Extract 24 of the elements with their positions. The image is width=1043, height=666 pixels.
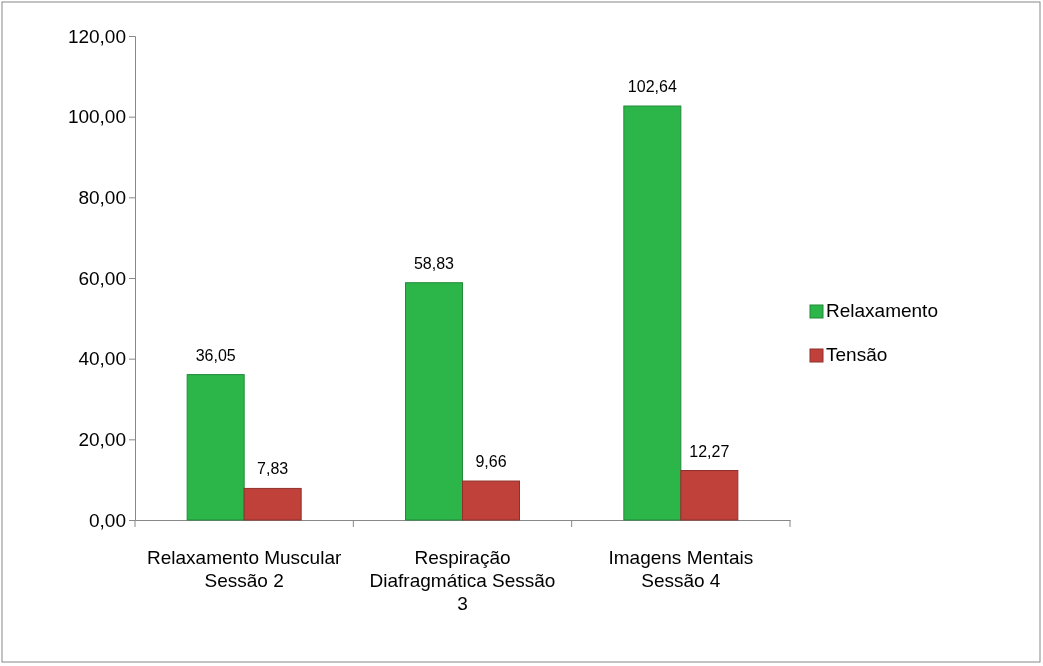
- x-tick-label: Respiração Diafragmática Sessão 3: [369, 547, 556, 614]
- data-label: 36,05: [195, 346, 236, 364]
- y-tick-label: 20,00: [78, 428, 126, 450]
- y-tick-label: 80,00: [78, 186, 126, 208]
- data-label: 102,64: [627, 78, 677, 96]
- x-tick-label: Imagens Mentais Sessão 4: [608, 547, 754, 591]
- y-tick-label: 0,00: [89, 509, 126, 531]
- y-tick-label: 60,00: [78, 267, 126, 289]
- bar: [405, 282, 463, 521]
- data-label: 7,83: [257, 460, 289, 478]
- bar: [243, 487, 302, 521]
- y-tick-label: 120,00: [67, 25, 126, 47]
- x-tick-label: Relaxamento Muscular Sessão 2: [147, 547, 342, 591]
- data-label: 58,83: [413, 254, 455, 272]
- y-tick-label: 100,00: [67, 106, 126, 128]
- legend-label: Tensão: [826, 344, 888, 365]
- data-label: 9,66: [475, 453, 507, 471]
- data-label: 12,27: [689, 442, 730, 460]
- legend-label: Relaxamento: [826, 300, 938, 321]
- bar: [680, 470, 739, 521]
- bar: [186, 374, 245, 521]
- y-tick-label: 40,00: [78, 348, 126, 370]
- bar: [623, 105, 682, 521]
- bar: [462, 480, 520, 521]
